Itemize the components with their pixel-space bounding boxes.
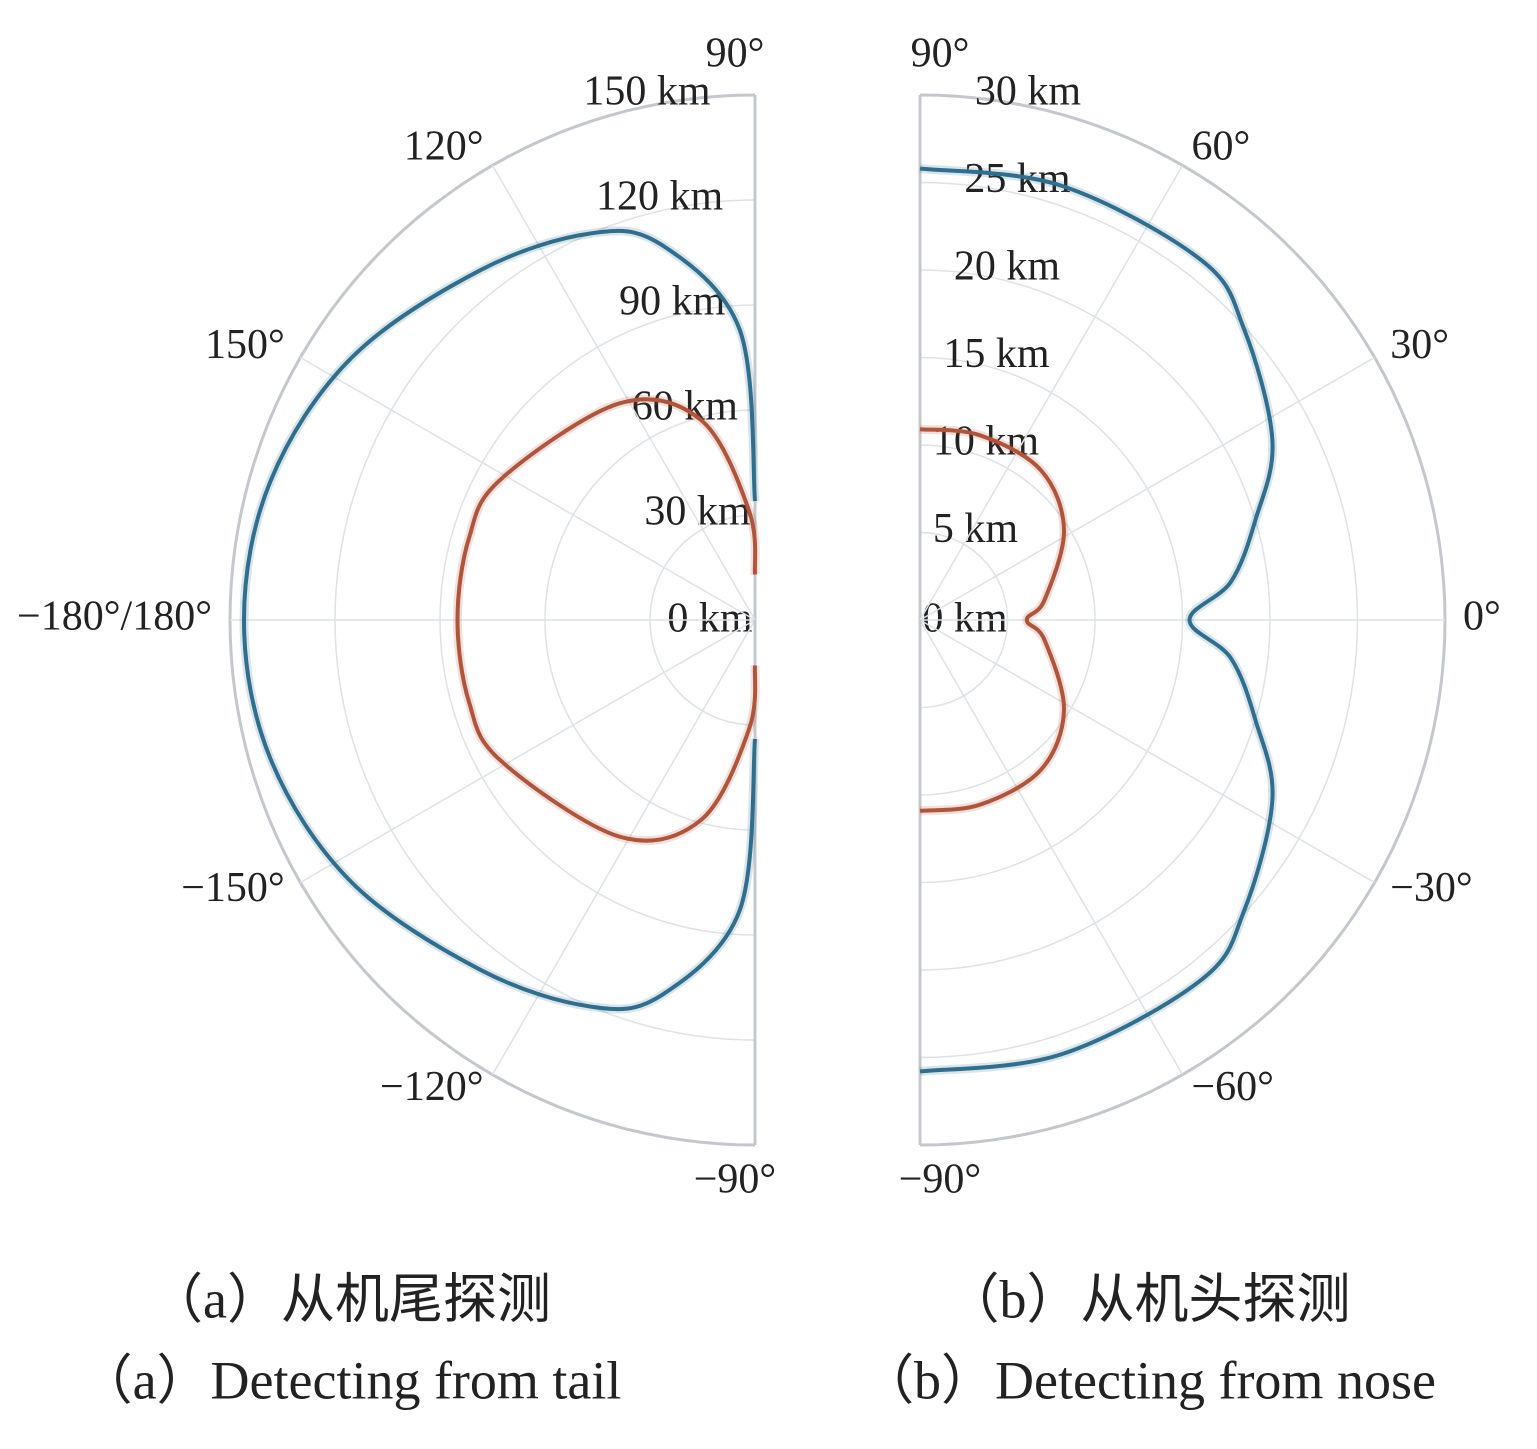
- r-tick-label: 30 km: [644, 489, 751, 535]
- r-tick-label: 150 km: [583, 69, 711, 115]
- curve: [919, 166, 1275, 1074]
- theta-tick-label: −30°: [1390, 865, 1472, 911]
- r-tick-label: 10 km: [933, 419, 1040, 465]
- theta-tick-label: 60°: [1192, 123, 1251, 169]
- theta-tick-label: −90°: [899, 1157, 981, 1203]
- r-tick-label: 30 km: [975, 69, 1082, 115]
- r-tick-label: 20 km: [954, 244, 1061, 290]
- grid-spoke: [919, 619, 1184, 1076]
- grid-spoke: [491, 619, 756, 1076]
- theta-tick-label: −150°: [181, 865, 284, 911]
- theta-tick-label: 90°: [911, 31, 970, 77]
- grid-spoke: [491, 164, 756, 621]
- caption-cn: （a）从机尾探测: [149, 1269, 551, 1329]
- r-tick-label: 5 km: [933, 506, 1019, 552]
- curve: [241, 228, 757, 1012]
- r-tick-label: 0 km: [922, 596, 1008, 642]
- caption-en: （a）Detecting from tail: [79, 1350, 622, 1410]
- theta-tick-label: 150°: [205, 322, 285, 368]
- curve: [919, 427, 1067, 813]
- theta-tick-label: 30°: [1390, 322, 1449, 368]
- grid-spoke: [919, 164, 1184, 621]
- theta-tick-label: −60°: [1192, 1064, 1274, 1110]
- theta-tick-label: 120°: [404, 123, 484, 169]
- caption-cn: （b）从机头探测: [946, 1269, 1351, 1329]
- grid-spoke: [299, 356, 756, 621]
- r-tick-label: 25 km: [964, 156, 1071, 202]
- r-tick-label: 120 km: [596, 174, 724, 220]
- theta-tick-label: 0°: [1463, 594, 1501, 640]
- grid-spoke: [919, 356, 1376, 621]
- grid-spoke: [299, 619, 756, 884]
- caption-en: （b）Detecting from nose: [860, 1350, 1436, 1410]
- theta-tick-label: 90°: [706, 31, 765, 77]
- r-tick-label: 90 km: [619, 279, 726, 325]
- curve: [455, 397, 758, 843]
- theta-tick-label: −90°: [694, 1157, 776, 1203]
- theta-tick-label: −120°: [380, 1064, 483, 1110]
- r-tick-label: 60 km: [632, 384, 739, 430]
- theta-tick-label: −180°/180°: [17, 594, 212, 640]
- r-tick-label: 0 km: [667, 596, 753, 642]
- r-tick-label: 15 km: [943, 331, 1050, 377]
- grid-spoke: [919, 619, 1376, 884]
